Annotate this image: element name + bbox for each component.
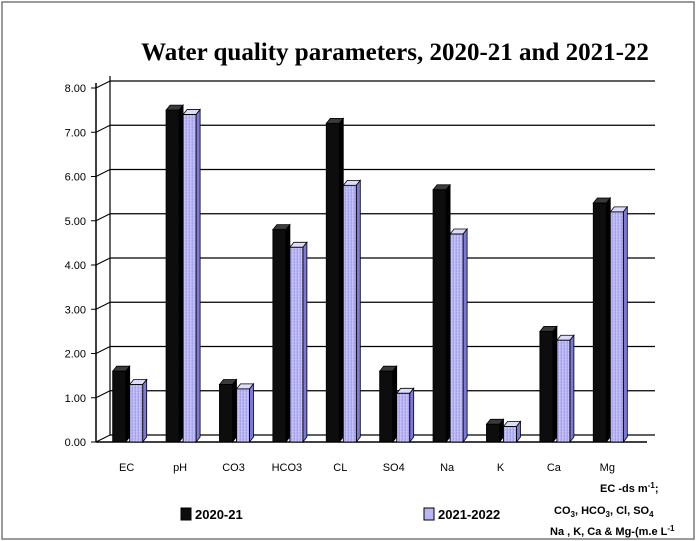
bar-2020-21-EC: [111, 365, 131, 444]
x-axis-ticks: EC pH CO3 HCO3 CL SO4 Na K Ca Mg: [119, 462, 615, 474]
bar-2020-21-CL: [325, 117, 345, 444]
y-tick-label: 7.00: [65, 127, 86, 139]
chart-title: Water quality parameters, 2020-21 and 20…: [141, 39, 649, 66]
bar-2021-2022-CL: [342, 179, 362, 444]
bar-2020-21-Mg: [592, 196, 612, 444]
bar-2020-21-Na: [432, 183, 451, 444]
bars: [111, 103, 629, 444]
bar-2021-2022-SO4: [395, 387, 415, 444]
y-tick-label: 5.00: [65, 216, 86, 228]
bar-2021-2022-CO3: [235, 382, 255, 444]
bar-2021-2022-K: [502, 420, 522, 444]
y-tick-label: 4.00: [65, 260, 86, 272]
legend-swatch: [180, 507, 192, 521]
x-tick-label: pH: [173, 462, 187, 474]
gridline-diag: [95, 124, 111, 133]
x-tick-label: Ca: [547, 462, 562, 474]
y-tick-label: 0.00: [65, 437, 86, 449]
y-tick-label: 3.00: [65, 304, 86, 316]
y-tick-label: 6.00: [65, 172, 86, 184]
bar-2020-21-K: [485, 418, 505, 444]
gridline-diag: [95, 434, 111, 443]
y-tick-label: 8.00: [65, 83, 86, 95]
gridline-diag: [95, 301, 111, 310]
x-tick-label: CO3: [222, 462, 245, 474]
legend: 2020-21 2021-2022: [180, 507, 500, 522]
gridline-diag: [95, 390, 111, 399]
bar-2020-21-HCO3: [272, 223, 291, 444]
bar-2021-2022-Na: [449, 227, 468, 444]
x-tick-label: K: [497, 462, 505, 474]
bar-2021-2022-Mg: [609, 205, 629, 444]
units-note-line: EC -ds m-1;: [600, 481, 658, 495]
x-tick-label: SO4: [383, 462, 405, 474]
x-tick-label: Na: [440, 462, 455, 474]
bar-2020-21-Ca: [539, 325, 558, 444]
bar-2021-2022-pH: [182, 108, 201, 444]
x-tick-label: CL: [333, 462, 347, 474]
gridline-diag: [95, 169, 111, 177]
y-tick-label: 1.00: [65, 393, 86, 405]
gridline-diag: [95, 80, 111, 89]
units-note-line: Na , K, Ca & Mg-(m.e L-1: [550, 524, 675, 538]
units-note-line: CO3, HCO3, Cl, SO4: [554, 505, 654, 519]
bar-2021-2022-HCO3: [289, 241, 308, 444]
bar-2021-2022-Ca: [556, 334, 575, 444]
x-tick-label: EC: [119, 462, 134, 474]
gridline-diag: [95, 257, 111, 266]
bar-2021-2022-EC: [128, 378, 148, 444]
x-tick-label: Mg: [600, 462, 615, 474]
legend-label: 2021-2022: [438, 507, 500, 522]
y-tick-label: 2.00: [65, 349, 86, 361]
x-tick-label: HCO3: [272, 462, 303, 474]
y-axis-ticks: 0.00 1.00 2.00 3.00 4.00 5.00 6.00 7.00 8.00: [65, 83, 96, 449]
legend-swatch: [423, 507, 435, 521]
legend-label: 2020-21: [195, 507, 243, 522]
bar-2020-21-pH: [165, 103, 184, 444]
gridline-diag: [95, 213, 111, 222]
bar-2020-21-SO4: [378, 365, 398, 444]
gridline-diag: [95, 346, 111, 354]
bar-2020-21-CO3: [218, 378, 238, 444]
units-note: EC -ds m-1; CO3, HCO3, Cl, SO4 Na , K, Ca …: [550, 481, 675, 538]
